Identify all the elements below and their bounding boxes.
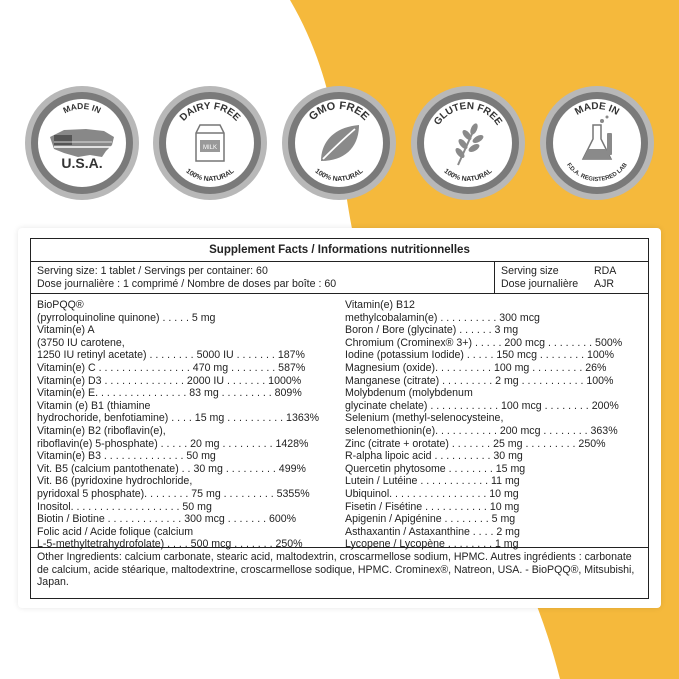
ingredient-line: Folic acid / Acide folique (calcium: [37, 525, 194, 538]
ingredient-line: Biotin / Biotine . . . . . . . . . . . .…: [37, 513, 297, 526]
ingredient-line: R-alpha lipoic acid . . . . . . . . . . …: [345, 450, 523, 463]
fda-lab-badge: MADE IN F.D.A. REGISTERED LAB: [540, 86, 654, 200]
ingredient-line: Vitamin(e) B2 (riboflavin(e),: [37, 424, 166, 437]
ingredient-line: glycinate chelate) . . . . . . . . . . .…: [345, 399, 619, 412]
ingredient-line: Vitamin(e) E. . . . . . . . . . . . . . …: [37, 387, 302, 400]
ingredient-line: Chromium (Crominex® 3+) . . . . . 200 mc…: [345, 336, 623, 349]
serving-size-label: Serving size: [501, 265, 559, 277]
ingredient-line: Vitamin(e) D3 . . . . . . . . . . . . . …: [37, 374, 302, 387]
ingredient-line: selenomethionin(e). . . . . . . . . . . …: [345, 424, 618, 437]
ingredient-line: Inositol. . . . . . . . . . . . . . . . …: [37, 500, 212, 513]
leaf-icon: [321, 125, 359, 161]
svg-text:MADE IN: MADE IN: [61, 101, 102, 115]
facts-panel: [18, 228, 661, 608]
milk-carton-icon: MILK: [195, 124, 225, 162]
ingredient-line: Vitamin (e) B1 (thiamine: [37, 399, 151, 412]
other-ingredients: Other Ingredients: calcium carbonate, st…: [37, 551, 635, 589]
ingredient-line: hydrochoride, benfotiamine) . . . . 15 m…: [37, 412, 320, 425]
ingredient-line: Lutein / Lutéine . . . . . . . . . . . .…: [345, 475, 520, 488]
ingredient-line: Fisetin / Fisétine . . . . . . . . . . .…: [345, 500, 520, 513]
ingredient-line: Boron / Bore (glycinate) . . . . . . 3 m…: [345, 324, 519, 337]
ingredients-left-column: BioPQQ® (pyrroloquinoline quinone) . . . …: [37, 299, 345, 550]
gmo-free-badge: GMO FREE 100% NATURAL: [282, 86, 396, 200]
ingredient-line: Vitamin(e) C . . . . . . . . . . . . . .…: [37, 361, 306, 374]
serving-info: Serving size: 1 tablet / Servings per co…: [31, 262, 495, 293]
ingredient-line: Zinc (citrate + orotate) . . . . . . . 2…: [345, 437, 606, 450]
ingredient-line: Quercetin phytosome . . . . . . . . 15 m…: [345, 462, 526, 475]
usa-flag-icon: [50, 129, 114, 157]
ingredient-line: Lycopene / Lycopène . . . . . . . . 1 mg: [345, 538, 519, 551]
gluten-free-badge: GLUTEN FREE 100% NATURAL: [411, 86, 525, 200]
ingredient-line: Vitamin(e) B3 . . . . . . . . . . . . . …: [37, 450, 216, 463]
ingredient-line: Manganese (citrate) . . . . . . . . . 2 …: [345, 374, 614, 387]
serving-french: Dose journalière : 1 comprimé / Nombre d…: [37, 277, 337, 290]
ingredient-line: L-5-methyltetrahydrofolate) . . . . 500 …: [37, 538, 303, 551]
ingredient-line: Apigenin / Apigénine . . . . . . . . 5 m…: [345, 513, 516, 526]
ingredient-line: Ubiquinol. . . . . . . . . . . . . . . .…: [345, 487, 519, 500]
ingredient-line: Magnesium (oxide). . . . . . . . . . 100…: [345, 361, 607, 374]
ingredient-line: 1250 IU retinyl acetate) . . . . . . . .…: [37, 349, 305, 362]
badge-row: MADE IN U.S.A. DAIRY FREE MILK 100% NATU…: [0, 0, 679, 230]
lab-flask-icon: [581, 115, 613, 160]
ingredient-line: methylcobalamin(e) . . . . . . . . . . 3…: [345, 311, 540, 324]
ingredient-line: Iodine (potassium Iodide) . . . . . 150 …: [345, 349, 615, 362]
wheat-icon: [455, 123, 484, 166]
dose-label: Dose journalière: [501, 277, 579, 290]
svg-text:MILK: MILK: [203, 145, 217, 151]
made-in-usa-badge: MADE IN U.S.A.: [25, 86, 139, 200]
rda-label: RDA: [594, 265, 617, 277]
ajr-label: AJR: [594, 277, 615, 290]
ingredient-line: Vitamin(e) A: [37, 324, 95, 337]
ingredient-line: (pyrroloquinoline quinone) . . . . . 5 m…: [37, 311, 216, 324]
ingredient-line: Vit. B5 (calcium pantothenate) . . 30 mg…: [37, 462, 306, 475]
ingredient-line: Vit. B6 (pyridoxine hydrochloride,: [37, 475, 193, 488]
ingredient-line: pyridoxal 5 phosphate). . . . . . . . 75…: [37, 487, 310, 500]
serving-row: Serving size: 1 tablet / Servings per co…: [31, 262, 648, 294]
serving-english: Serving size: 1 tablet / Servings per co…: [37, 265, 268, 277]
svg-text:MADE IN: MADE IN: [573, 101, 621, 118]
facts-title: Supplement Facts / Informations nutritio…: [31, 239, 648, 262]
rda-header: Serving size RDA Dose journalière AJR: [495, 262, 648, 293]
ingredient-line: riboflavin(e) 5-phosphate) . . . . . 20 …: [37, 437, 309, 450]
svg-text:U.S.A.: U.S.A.: [61, 155, 102, 171]
ingredient-line: (3750 IU carotene,: [37, 336, 125, 349]
dairy-free-badge: DAIRY FREE MILK 100% NATURAL: [153, 86, 267, 200]
ingredient-line: Vitamin(e) B12: [345, 299, 415, 311]
ingredients-right-column: Vitamin(e) B12 methylcobalamin(e) . . . .…: [345, 299, 642, 550]
supplement-facts-table: Supplement Facts / Informations nutritio…: [30, 238, 649, 599]
ingredients-columns: BioPQQ® (pyrroloquinoline quinone) . . . …: [31, 294, 648, 550]
ingredient-line: Selenium (methyl-selenocysteine,: [345, 412, 504, 425]
ingredient-line: Asthaxantin / Astaxanthine . . . . 2 mg: [345, 525, 520, 538]
ingredient-line: Molybdenum (molybdenum: [345, 387, 473, 400]
ingredient-line: BioPQQ®: [37, 299, 84, 311]
